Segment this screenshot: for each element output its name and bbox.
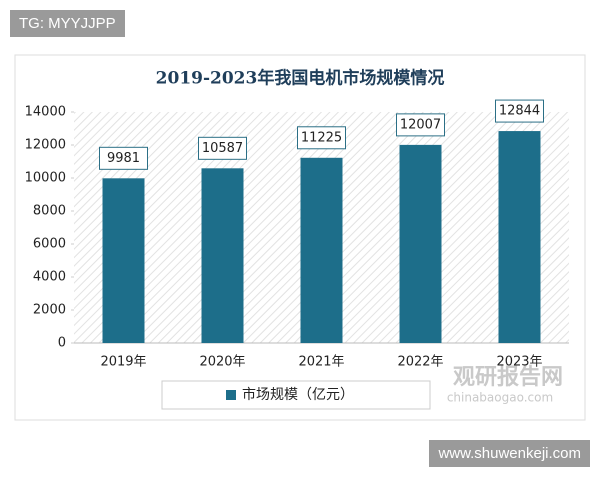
value-label-box	[396, 113, 445, 137]
y-tick-label: 12000	[25, 138, 66, 153]
y-tick-label: 14000	[25, 105, 66, 120]
legend-label: 市场规模（亿元）	[242, 386, 354, 403]
value-label-box	[198, 136, 247, 160]
bar	[399, 144, 442, 343]
y-tick-label: 0	[58, 336, 66, 351]
legend-box	[161, 380, 431, 410]
value-label: 11225	[301, 130, 342, 145]
value-label: 12007	[400, 117, 441, 132]
tag: TG: MYYJJPP	[10, 10, 125, 37]
chart-title: 2019-2023年我国电机市场规模情况	[156, 68, 445, 89]
x-tick-label: 2022年	[397, 355, 443, 370]
value-label: 10587	[202, 141, 243, 156]
x-tick-label: 2019年	[100, 355, 146, 370]
x-tick-label: 2020年	[199, 355, 245, 370]
y-tick-label: 6000	[33, 237, 66, 252]
y-tick-label: 4000	[33, 270, 66, 285]
footer: www.shuwenkeji.com	[429, 440, 590, 467]
value-label: 12844	[499, 104, 540, 119]
bar	[498, 131, 541, 343]
bar	[300, 157, 343, 343]
y-tick-label: 10000	[25, 171, 66, 186]
y-tick-label: 2000	[33, 303, 66, 318]
bar	[201, 168, 244, 343]
legend-swatch	[226, 390, 236, 400]
x-tick-label: 2021年	[298, 355, 344, 370]
value-label-box	[297, 126, 346, 150]
y-tick-label: 8000	[33, 204, 66, 219]
bar	[102, 178, 145, 343]
value-label: 9981	[107, 151, 140, 166]
value-label-box	[99, 146, 148, 170]
watermark: chinabaogao.com	[447, 391, 553, 405]
x-tick-label: 2023年	[496, 355, 542, 370]
watermark: 观研报告网	[453, 365, 563, 390]
value-label-box	[495, 99, 544, 123]
